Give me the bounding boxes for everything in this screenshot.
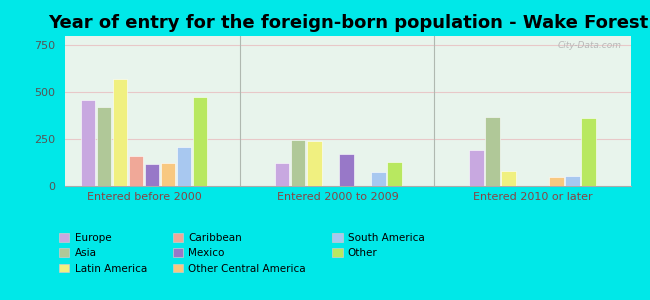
Bar bbox=[485, 117, 500, 186]
Bar bbox=[549, 177, 564, 186]
Bar bbox=[275, 163, 289, 186]
Bar bbox=[371, 172, 385, 186]
Bar bbox=[501, 171, 515, 186]
Bar bbox=[566, 176, 580, 186]
Bar bbox=[97, 107, 111, 186]
Bar bbox=[581, 118, 596, 186]
Bar bbox=[193, 97, 207, 186]
Bar bbox=[129, 156, 144, 186]
Bar bbox=[339, 154, 354, 186]
Bar bbox=[177, 147, 192, 186]
Bar bbox=[145, 164, 159, 186]
Text: City-Data.com: City-Data.com bbox=[558, 40, 622, 50]
Bar bbox=[113, 79, 127, 186]
Bar bbox=[469, 150, 484, 186]
Bar bbox=[307, 141, 322, 186]
Legend: Europe, Asia, Latin America, Caribbean, Mexico, Other Central America, South Ame: Europe, Asia, Latin America, Caribbean, … bbox=[59, 233, 424, 274]
Bar bbox=[81, 100, 96, 186]
Bar bbox=[291, 140, 305, 186]
Bar bbox=[161, 163, 176, 186]
Bar bbox=[387, 162, 402, 186]
Title: Year of entry for the foreign-born population - Wake Forest: Year of entry for the foreign-born popul… bbox=[47, 14, 648, 32]
